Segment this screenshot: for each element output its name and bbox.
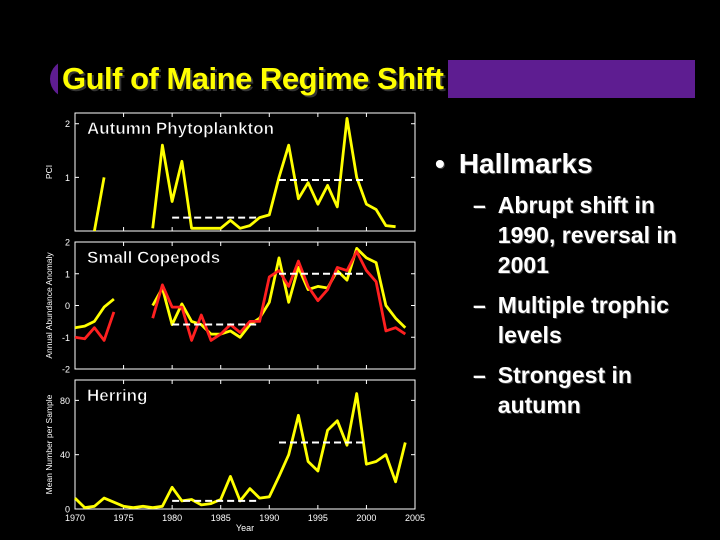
slide-title: Gulf of Maine Regime Shift bbox=[62, 61, 444, 96]
x-tick-label: 1980 bbox=[162, 513, 182, 523]
bullet-hallmarks-text: Hallmarks bbox=[458, 148, 593, 179]
y-axis-label: Annual Abundance Anomaly bbox=[44, 252, 54, 359]
x-tick-label: 1975 bbox=[114, 513, 134, 523]
y-tick-label: 2 bbox=[65, 238, 70, 248]
bullet-glyph: • bbox=[435, 148, 445, 179]
sub-bullet-1-text: Abrupt shift in 1990, reversal in 2001 bbox=[497, 192, 677, 278]
bullet-hallmarks: • Hallmarks bbox=[435, 148, 715, 180]
y-axis-label: PCI bbox=[44, 165, 54, 179]
y-tick-label: -2 bbox=[62, 365, 70, 375]
series-line bbox=[151, 250, 407, 342]
panel-title: Herring bbox=[87, 386, 147, 405]
y-tick-label: 2 bbox=[65, 119, 70, 129]
sub-bullet-2-text: Multiple trophic levels bbox=[497, 292, 670, 348]
x-tick-label: 1985 bbox=[211, 513, 231, 523]
series-line bbox=[151, 246, 407, 339]
bullet-list: • Hallmarks – Abrupt shift in 1990, reve… bbox=[435, 148, 715, 420]
dash-glyph: – bbox=[473, 362, 486, 388]
panel-title: Autumn Phytoplankton bbox=[87, 119, 274, 138]
x-tick-label: 2005 bbox=[405, 513, 425, 523]
y-tick-label: 40 bbox=[60, 450, 70, 460]
x-tick-label: 1995 bbox=[308, 513, 328, 523]
y-tick-label: 1 bbox=[65, 173, 70, 183]
dash-glyph: – bbox=[473, 292, 486, 318]
x-axis-label: Year bbox=[236, 523, 254, 533]
y-tick-label: 0 bbox=[65, 301, 70, 311]
series-line bbox=[151, 117, 396, 230]
series-line bbox=[74, 298, 115, 330]
sub-bullet-1: – Abrupt shift in 1990, reversal in 2001 bbox=[473, 190, 715, 280]
panel-title: Small Copepods bbox=[87, 248, 220, 267]
x-tick-label: 1970 bbox=[65, 513, 85, 523]
plot-frame bbox=[74, 112, 416, 232]
series-line bbox=[93, 177, 106, 232]
y-tick-label: -1 bbox=[62, 333, 70, 343]
x-tick-label: 1990 bbox=[259, 513, 279, 523]
sub-bullet-3: – Strongest in autumn bbox=[473, 360, 715, 420]
series-line bbox=[74, 392, 407, 510]
y-tick-label: 1 bbox=[65, 269, 70, 279]
series-line bbox=[74, 311, 116, 342]
sub-bullet-3-text: Strongest in autumn bbox=[497, 362, 632, 418]
y-tick-label: 80 bbox=[60, 396, 70, 406]
plot-frame bbox=[74, 379, 416, 510]
y-tick-label: 0 bbox=[65, 505, 70, 515]
x-tick-label: 2000 bbox=[356, 513, 376, 523]
title-backdrop bbox=[58, 60, 448, 98]
y-axis-label: Mean Number per Sample bbox=[44, 394, 54, 494]
sub-bullet-2: – Multiple trophic levels bbox=[473, 290, 715, 350]
dash-glyph: – bbox=[473, 192, 486, 218]
